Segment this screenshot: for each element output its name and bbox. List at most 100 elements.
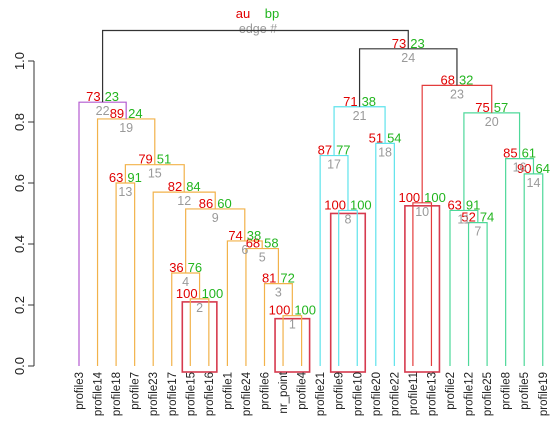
bp-value: 24 (128, 106, 142, 121)
au-value: 87 (318, 143, 332, 158)
bp-value: 58 (264, 236, 278, 251)
y-tick-label: 0.6 (12, 174, 27, 192)
legend: au bp edge # (236, 6, 279, 36)
branch-merge (338, 209, 358, 366)
bp-value: 91 (466, 197, 480, 212)
au-value: 79 (138, 152, 152, 167)
leaf-label: profile3 (74, 372, 86, 410)
leaf-label: profile24 (241, 371, 253, 416)
cluster-box (404, 205, 441, 373)
leaf-label: profile15 (185, 372, 197, 416)
legend-edge: edge # (239, 22, 277, 36)
branch-merge (467, 222, 488, 366)
au-value: 100 (176, 286, 198, 301)
edge-number: 8 (344, 212, 351, 226)
bp-value: 38 (362, 94, 376, 109)
edge-number: 12 (177, 194, 191, 208)
edge-number: 10 (415, 205, 429, 219)
bp-value: 23 (105, 89, 119, 104)
edge-number: 18 (378, 145, 392, 159)
branch-merge (78, 101, 127, 366)
edge-number: 5 (259, 251, 266, 265)
edge-number: 16 (513, 161, 527, 175)
bp-value: 64 (535, 161, 549, 176)
edge-number: 7 (474, 225, 481, 239)
cluster-box (181, 301, 218, 373)
au-value: 86 (199, 196, 213, 211)
y-tick-label: 0.8 (12, 113, 27, 131)
edge-number: 11 (457, 212, 470, 226)
bp-value: 91 (127, 170, 141, 185)
y-tick-label: 1.0 (12, 52, 27, 70)
dendrogram-branches (78, 29, 544, 366)
bp-value: 60 (217, 196, 231, 211)
leaf-label: profile22 (389, 372, 401, 416)
bp-value: 54 (387, 130, 401, 145)
edge-number: 4 (182, 275, 189, 289)
bp-value: 61 (522, 146, 536, 161)
leaf-label: nr_point (278, 371, 290, 413)
au-value: 63 (447, 197, 461, 212)
leaf-label: profile5 (519, 372, 531, 410)
au-value: 68 (246, 236, 260, 251)
bp-value: 77 (336, 143, 350, 158)
leaf-label: profile13 (426, 372, 438, 416)
leaf-label: profile17 (167, 372, 179, 416)
edge-number: 24 (401, 51, 415, 65)
branch-merge (319, 154, 349, 366)
edge-number: 9 (212, 211, 219, 225)
bp-value: 57 (494, 100, 508, 115)
leaf-label: profile19 (538, 372, 550, 416)
cluster-boxes (181, 205, 441, 373)
bp-value: 23 (410, 36, 424, 51)
leaf-label: profile10 (352, 372, 364, 416)
branch-merge (412, 202, 433, 366)
branch-merge (523, 173, 544, 366)
y-tick-label: 0.4 (12, 235, 27, 253)
edge-number: 3 (275, 286, 282, 300)
edge-number: 6 (241, 243, 248, 257)
bp-value: 32 (459, 72, 473, 87)
edge-number: 14 (527, 176, 541, 190)
cluster-box (274, 317, 311, 373)
leaf-label: profile2 (445, 372, 457, 410)
au-value: 90 (517, 161, 531, 176)
y-tick-label: 0.0 (12, 357, 27, 375)
branch-merge (226, 240, 263, 366)
au-value: 100 (324, 197, 346, 212)
branch-merge (375, 142, 395, 366)
au-value: 36 (169, 260, 183, 275)
au-value: 51 (369, 130, 383, 145)
au-value: 81 (262, 271, 276, 286)
au-value: 63 (109, 170, 123, 185)
edge-number: 22 (96, 104, 110, 118)
leaf-label: profile4 (297, 371, 309, 409)
legend-au: au (236, 6, 250, 21)
au-value: 85 (503, 146, 517, 161)
leaf-label: profile8 (501, 372, 513, 410)
bp-value: 51 (157, 152, 171, 167)
bp-value: 72 (280, 271, 294, 286)
leaf-label: profile7 (130, 372, 142, 410)
edge-number: 1 (289, 318, 296, 332)
au-value: 100 (269, 303, 291, 318)
leaf-label: profile23 (148, 372, 160, 416)
leaf-label: profile21 (315, 372, 327, 416)
bp-value: 100 (202, 286, 224, 301)
au-value: 100 (398, 190, 420, 205)
au-value: 89 (110, 106, 124, 121)
leaf-label: profile1 (222, 372, 234, 410)
edge-number: 23 (450, 87, 464, 101)
edge-number: 17 (327, 158, 341, 172)
edge-number: 21 (353, 109, 367, 123)
edge-number: 13 (118, 185, 132, 199)
leaf-label: profile20 (371, 372, 383, 416)
au-value: 68 (440, 72, 454, 87)
leaf-label: profile6 (260, 372, 272, 410)
edge-number: 19 (119, 121, 133, 135)
bp-value: 100 (350, 197, 372, 212)
leaf-labels: profile3 profile14 profile18 profile7 profil… (74, 371, 550, 416)
bp-value: 84 (186, 179, 200, 194)
leaf-label: profile25 (482, 372, 494, 416)
